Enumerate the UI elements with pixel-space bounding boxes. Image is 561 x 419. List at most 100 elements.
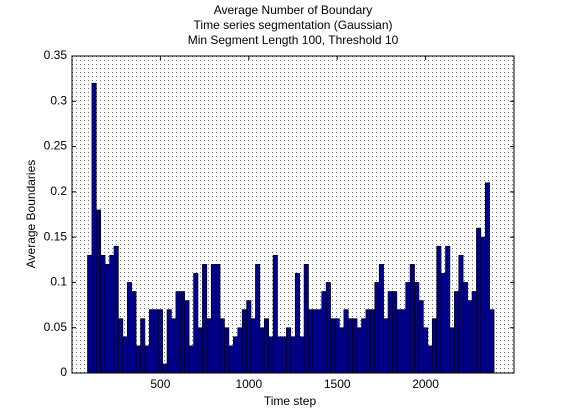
bar bbox=[303, 264, 309, 374]
bar bbox=[290, 336, 296, 374]
y-tick-label: 0.2 bbox=[50, 184, 67, 198]
bar bbox=[193, 273, 199, 374]
bar bbox=[144, 345, 150, 374]
bar bbox=[325, 282, 331, 374]
bar bbox=[149, 309, 155, 374]
bar bbox=[445, 245, 451, 374]
bar bbox=[352, 318, 358, 374]
bar bbox=[250, 318, 256, 374]
bar bbox=[334, 318, 340, 374]
chart-title: Min Segment Length 100, Threshold 10 bbox=[188, 33, 399, 47]
bar bbox=[96, 209, 102, 374]
x-tick-label: 2000 bbox=[412, 377, 439, 391]
bar bbox=[233, 336, 239, 374]
bar bbox=[476, 227, 482, 374]
bar bbox=[299, 336, 305, 374]
bar bbox=[184, 300, 190, 374]
bar bbox=[365, 309, 371, 374]
bar bbox=[436, 245, 442, 374]
bar bbox=[286, 327, 292, 374]
bar bbox=[87, 254, 93, 374]
bar bbox=[361, 318, 367, 374]
bar bbox=[109, 254, 115, 374]
bar bbox=[462, 282, 468, 374]
bar bbox=[237, 327, 243, 374]
axes-frame bbox=[71, 55, 515, 374]
bar bbox=[414, 282, 420, 374]
y-tick-label: 0.05 bbox=[44, 320, 68, 334]
bar bbox=[179, 291, 186, 374]
chart-title: Time series segmentation (Gaussian) bbox=[194, 18, 393, 32]
bar bbox=[166, 309, 172, 374]
bar bbox=[449, 327, 455, 374]
bar bbox=[312, 309, 318, 374]
bar bbox=[454, 291, 460, 374]
bar bbox=[171, 318, 177, 374]
y-tick-label: 0 bbox=[60, 365, 67, 379]
bar bbox=[387, 291, 393, 374]
bar bbox=[255, 264, 261, 374]
bar bbox=[175, 291, 181, 374]
x-tick-label: 500 bbox=[150, 377, 170, 391]
bar bbox=[405, 282, 411, 374]
bar bbox=[484, 182, 490, 374]
bar bbox=[409, 264, 415, 374]
bar bbox=[118, 318, 124, 374]
bar bbox=[228, 345, 234, 374]
y-tick-label: 0.35 bbox=[44, 48, 68, 62]
bar bbox=[330, 318, 336, 374]
bar bbox=[392, 291, 398, 374]
bar bbox=[471, 291, 477, 374]
bar bbox=[188, 345, 194, 374]
bar bbox=[370, 309, 376, 374]
bar bbox=[281, 336, 287, 374]
bar bbox=[374, 282, 380, 374]
y-tick-label: 0.1 bbox=[50, 275, 67, 289]
bar bbox=[210, 264, 216, 374]
bar bbox=[246, 300, 252, 374]
bar bbox=[219, 318, 225, 374]
bar bbox=[202, 264, 208, 374]
bar bbox=[489, 309, 495, 374]
bar bbox=[440, 273, 446, 374]
bar bbox=[400, 309, 407, 374]
bar bbox=[104, 264, 110, 374]
bar bbox=[427, 345, 433, 374]
bar bbox=[157, 309, 163, 374]
bar bbox=[259, 327, 265, 374]
bar bbox=[197, 327, 203, 374]
bar bbox=[467, 300, 473, 374]
chart-title: Average Number of Boundary bbox=[214, 3, 373, 17]
bar bbox=[122, 336, 128, 374]
bar bbox=[131, 291, 137, 374]
bar bbox=[347, 318, 353, 374]
bar bbox=[153, 309, 159, 374]
bar bbox=[431, 318, 437, 374]
bar bbox=[268, 336, 274, 374]
bar bbox=[140, 318, 146, 374]
bar bbox=[418, 300, 424, 374]
bar bbox=[294, 273, 300, 374]
bar bbox=[224, 327, 230, 374]
bar bbox=[272, 254, 278, 374]
x-axis-label: Time step bbox=[264, 394, 317, 408]
bar bbox=[113, 245, 119, 374]
bar bbox=[343, 309, 349, 374]
bar bbox=[317, 309, 323, 374]
bar bbox=[206, 318, 212, 374]
bar bbox=[263, 318, 269, 374]
bar bbox=[308, 309, 314, 374]
bar bbox=[126, 282, 132, 374]
bar bbox=[135, 345, 141, 374]
bar bbox=[378, 264, 384, 374]
x-tick-label: 1000 bbox=[235, 377, 262, 391]
bar bbox=[321, 291, 327, 374]
y-tick-label: 0.25 bbox=[44, 139, 68, 153]
y-tick-label: 0.15 bbox=[44, 229, 68, 243]
bar bbox=[162, 363, 168, 374]
bar bbox=[277, 336, 283, 374]
x-tick-label: 1500 bbox=[324, 377, 351, 391]
bar bbox=[91, 82, 97, 374]
